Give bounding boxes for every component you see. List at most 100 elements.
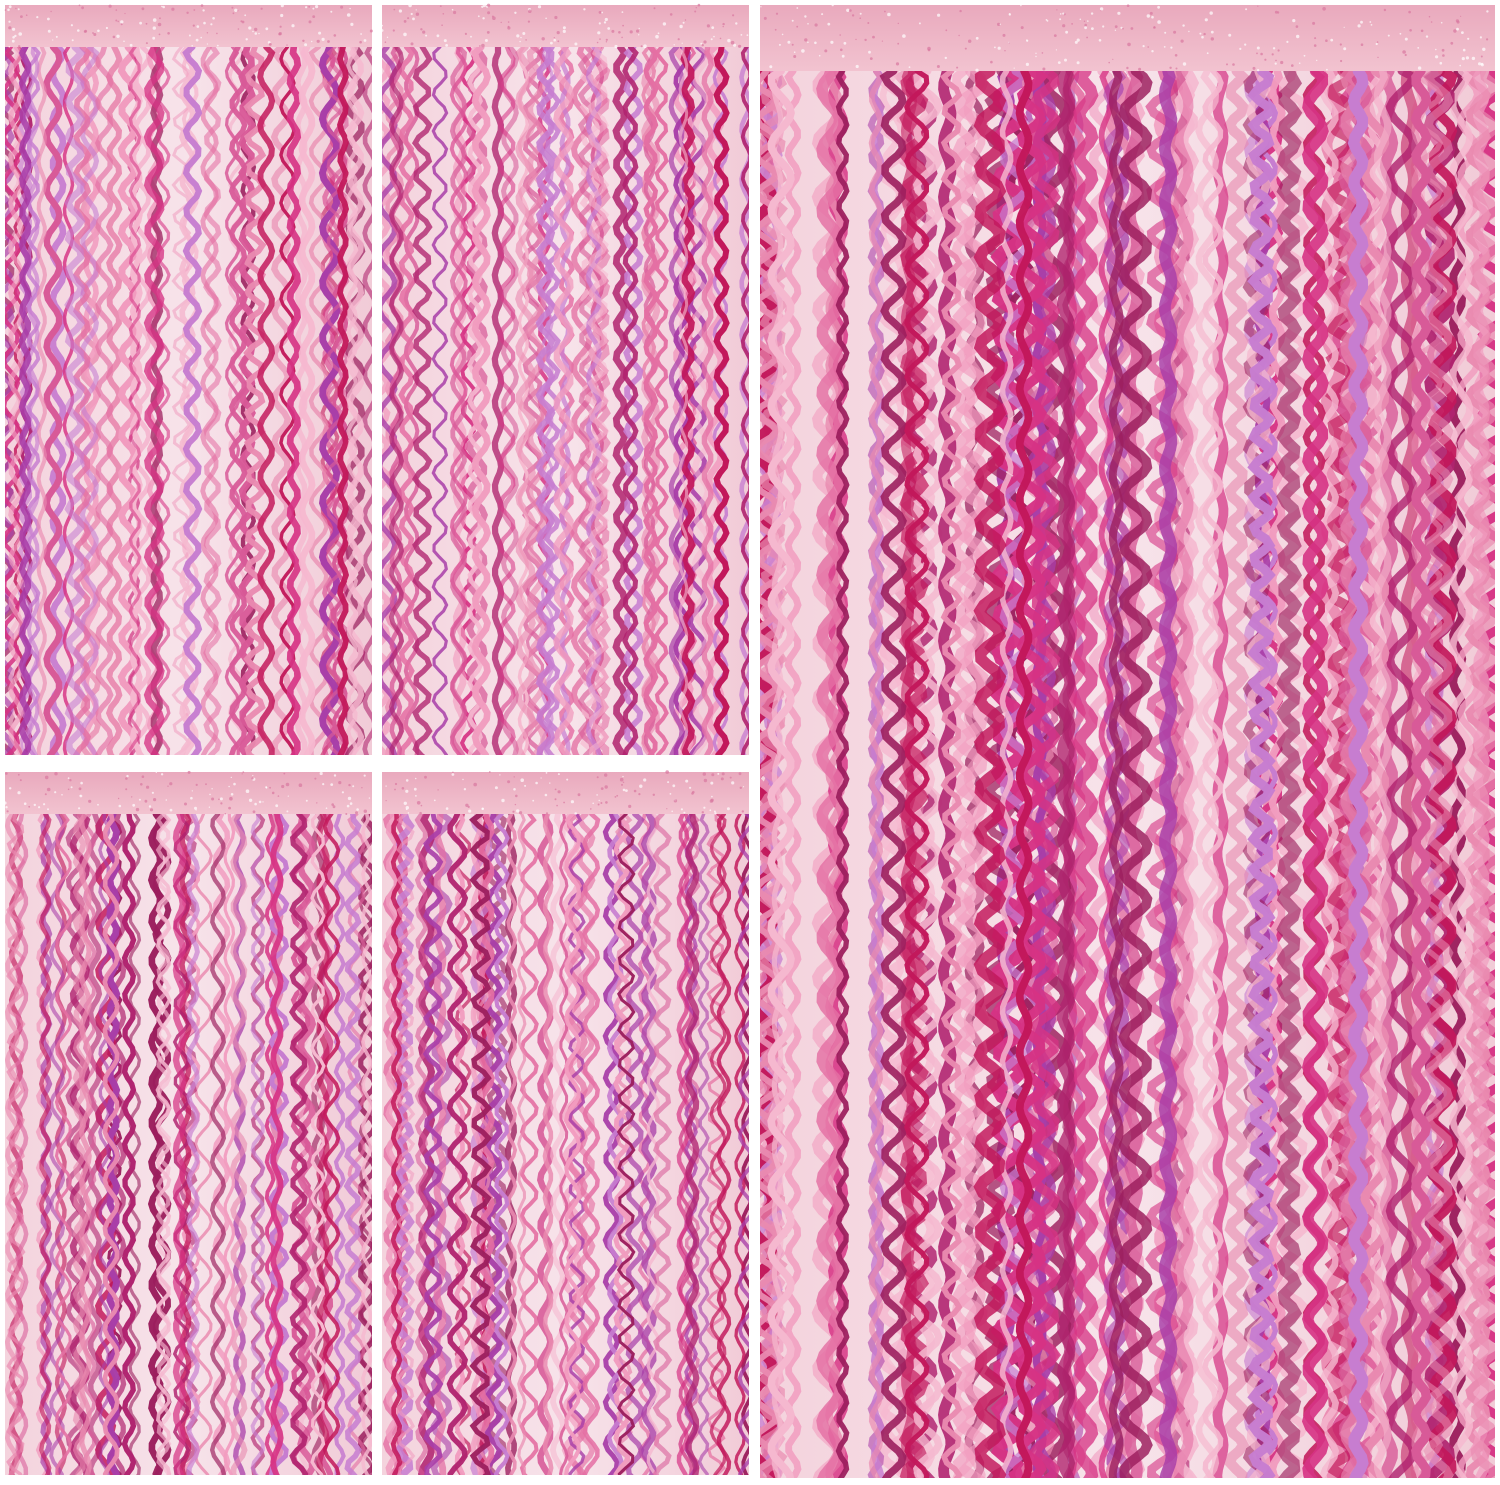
glitter [1122, 27, 1124, 30]
glitter [258, 32, 260, 35]
glitter [685, 779, 689, 783]
foil-strand [1469, 66, 1495, 1478]
glitter [611, 29, 615, 33]
glitter [481, 807, 484, 810]
glitter [1099, 7, 1104, 11]
glitter [1387, 34, 1390, 37]
glitter [463, 788, 467, 791]
glitter [333, 774, 337, 777]
glitter [1343, 26, 1345, 28]
curtain-panel [760, 4, 1495, 1478]
glitter [562, 26, 566, 30]
glitter [254, 32, 258, 35]
glitter [252, 30, 254, 33]
glitter [722, 22, 725, 26]
glitter [616, 794, 619, 797]
glitter [1428, 15, 1431, 18]
glitter [1151, 50, 1154, 53]
glitter [3, 801, 7, 805]
glitter [514, 11, 517, 14]
glitter [162, 5, 165, 9]
foil-strand [760, 67, 781, 1478]
glitter [254, 802, 257, 806]
glitter [232, 12, 235, 15]
glitter [1442, 54, 1445, 57]
glitter [413, 787, 417, 791]
foil-strand [414, 811, 429, 1475]
glitter [415, 12, 420, 16]
glitter [849, 9, 852, 12]
glitter [415, 795, 417, 797]
glitter [692, 790, 695, 794]
glitter [1313, 44, 1317, 47]
glitter [1056, 9, 1058, 11]
glitter [672, 784, 676, 788]
glitter [280, 13, 284, 18]
glitter [1062, 24, 1066, 28]
glitter [897, 42, 900, 45]
glitter [1157, 5, 1160, 9]
glitter [210, 23, 213, 26]
glitter [804, 38, 808, 42]
glitter [414, 777, 417, 780]
glitter [528, 9, 532, 13]
foil-strand [685, 810, 700, 1475]
foil-strand [1385, 66, 1419, 1478]
glitter [445, 807, 449, 810]
glitter [507, 780, 511, 784]
glitter [796, 7, 799, 9]
glitter [312, 15, 316, 18]
glitter [701, 44, 704, 47]
glitter [1059, 18, 1062, 21]
glitter [425, 34, 428, 37]
glitter [554, 788, 557, 791]
glitter [305, 799, 308, 802]
glitter [1182, 62, 1187, 66]
glitter [999, 23, 1001, 25]
glitter [23, 802, 27, 805]
foil-strand [298, 43, 316, 755]
glitter [713, 810, 716, 813]
foil-strand [64, 43, 86, 755]
foil-strand [697, 812, 710, 1475]
glitter [1435, 55, 1439, 59]
glitter [793, 55, 797, 58]
glitter [356, 808, 359, 811]
foil-strand [643, 44, 659, 755]
glitter [1256, 46, 1260, 50]
glitter [385, 785, 387, 787]
foil-strand [712, 45, 729, 755]
glitter [191, 790, 193, 792]
glitter [117, 797, 120, 800]
glitter [254, 27, 258, 32]
glitter [188, 34, 191, 37]
glitter [492, 16, 496, 21]
glitter [590, 808, 592, 810]
glitter [477, 15, 480, 18]
glitter [25, 14, 28, 16]
glitter [1226, 63, 1228, 66]
glitter [814, 23, 818, 27]
glitter [433, 799, 436, 802]
glitter [244, 14, 247, 17]
glitter [465, 803, 469, 807]
glitter [165, 799, 168, 801]
glitter [131, 796, 133, 798]
glitter [452, 771, 454, 774]
foil-strand [203, 44, 222, 755]
foil-strand [209, 811, 227, 1475]
foil-strand [308, 44, 329, 755]
glitter [8, 45, 11, 48]
glitter [1153, 26, 1156, 29]
glitter [1456, 27, 1459, 31]
glitter [566, 778, 569, 781]
glitter [827, 22, 831, 26]
glitter [499, 774, 501, 776]
glitter [470, 35, 472, 38]
glitter [218, 798, 220, 801]
glitter [1295, 25, 1299, 28]
glitter [1199, 32, 1202, 35]
foil-strand [286, 43, 302, 755]
glitter [1303, 54, 1306, 57]
